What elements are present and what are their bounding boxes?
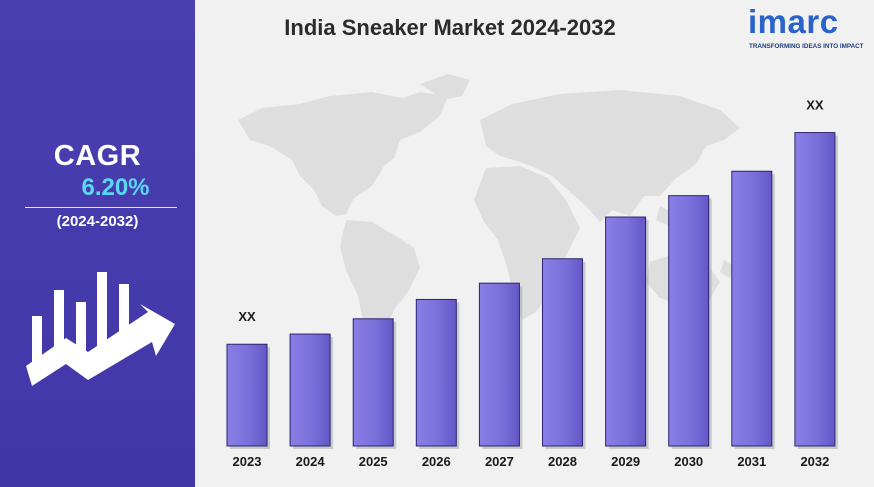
x-tick-label-2025: 2025 bbox=[359, 454, 388, 469]
logo-tagline: TRANSFORMING IDEAS INTO IMPACT bbox=[749, 43, 864, 50]
x-tick-label-2030: 2030 bbox=[674, 454, 703, 469]
cagr-period: (2024-2032) bbox=[56, 213, 139, 230]
cagr-divider bbox=[25, 207, 177, 208]
bar-2023 bbox=[226, 343, 268, 447]
bar-2029 bbox=[605, 216, 647, 447]
growth-chart-arrow-icon bbox=[26, 272, 175, 386]
x-tick-label-2027: 2027 bbox=[485, 454, 514, 469]
data-label-2023: XX bbox=[238, 309, 256, 324]
cagr-sidebar: CAGR 6.20% (2024-2032) bbox=[0, 0, 195, 487]
bar-2027 bbox=[478, 282, 520, 447]
x-axis-ticks: 2023 2024 2025 2026 2027 2028 2029 2030 2031 2032 bbox=[233, 454, 830, 469]
logo-wordmark: imarc bbox=[748, 3, 839, 40]
x-tick-label-2029: 2029 bbox=[611, 454, 640, 469]
chart-title: India Sneaker Market 2024-2032 bbox=[284, 15, 616, 40]
x-tick-label-2031: 2031 bbox=[737, 454, 766, 469]
bar-2030 bbox=[668, 195, 710, 447]
bar-2025 bbox=[352, 318, 394, 447]
x-tick-label-2028: 2028 bbox=[548, 454, 577, 469]
bar-2028 bbox=[542, 258, 583, 447]
data-labels: XX XX bbox=[238, 98, 824, 325]
imarc-logo: imarc TRANSFORMING IDEAS INTO IMPACT bbox=[748, 3, 868, 55]
bars bbox=[226, 132, 838, 450]
x-tick-label-2024: 2024 bbox=[296, 454, 326, 469]
x-tick-label-2026: 2026 bbox=[422, 454, 451, 469]
bar-2024 bbox=[289, 333, 331, 447]
bar-2031 bbox=[731, 170, 773, 447]
bar-2032 bbox=[794, 132, 836, 447]
data-label-2032: XX bbox=[806, 98, 824, 113]
cagr-label: CAGR bbox=[53, 140, 142, 172]
x-tick-label-2032: 2032 bbox=[800, 454, 829, 469]
cagr-value: 6.20% bbox=[81, 174, 150, 201]
bar-2026 bbox=[415, 298, 457, 447]
x-tick-label-2023: 2023 bbox=[233, 454, 262, 469]
